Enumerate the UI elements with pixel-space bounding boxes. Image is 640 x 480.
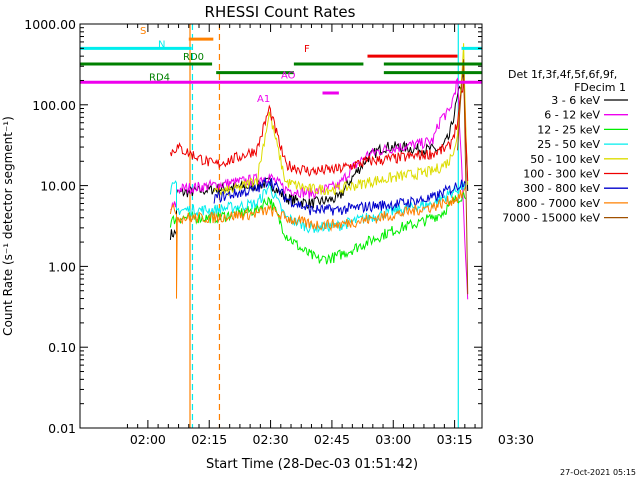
y-axis: 1000.00 100.00 10.00 1.00 0.10 0.01 [24,17,482,436]
legend-header-line: FDecim 1 [574,81,626,94]
x-axis: 02:00 02:15 02:30 02:45 03:00 03:15 03:30 [126,24,534,447]
y-tick-label: 0.10 [48,340,76,355]
series-line [213,43,469,197]
series-line [169,191,467,265]
y-axis-label: Count Rate (s⁻¹ detector segment⁻¹) [1,116,15,336]
x-tick-label: 03:15 [437,432,473,447]
flag-bar-label: A1 [257,94,270,105]
y-tick-label: 1000.00 [24,17,76,32]
x-tick-label: 03:00 [375,432,411,447]
series-line [169,78,469,182]
x-tick-label: 02:00 [130,432,166,447]
flag-bars: S N RD0 RD4 F AO A1 [80,26,482,105]
flag-bar-label: S [140,26,146,37]
legend-entry-label: 800 - 7000 keV [516,197,600,210]
legend: Det 1f,3f,4f,5f,6f,9f,FDecim 13 - 6 keV 6… [502,68,628,225]
x-tick-label: 03:30 [498,432,534,447]
x-tick-label: 02:45 [314,432,350,447]
x-axis-label: Start Time (28-Dec-03 01:51:42) [206,457,418,472]
flag-bar-label: AO [281,70,296,81]
flag-bar-label: RD4 [149,73,170,84]
y-tick-label: 100.00 [32,98,76,113]
y-tick-label: 10.00 [40,179,76,194]
footer-timestamp: 27-Oct-2021 05:15 [560,468,636,477]
legend-entry-label: 12 - 25 keV [537,123,600,136]
chart-title: RHESSI Count Rates [205,3,356,21]
legend-entry-label: 50 - 100 keV [530,153,600,166]
series-line [170,77,469,300]
flag-bar-label: N [158,39,165,50]
x-tick-label: 02:15 [191,432,227,447]
series-line [169,186,467,299]
legend-entry-label: 100 - 300 keV [523,168,600,181]
legend-entry-label: 300 - 800 keV [523,182,600,195]
legend-header-line: Det 1f,3f,4f,5f,6f,9f, [508,68,617,81]
flag-bar-label: F [304,44,310,55]
legend-entry-label: 6 - 12 keV [544,109,600,122]
flag-bar-label: RD0 [183,52,204,63]
legend-entry-label: 25 - 50 keV [537,138,600,151]
series-line [213,176,467,216]
y-tick-label: 0.01 [48,421,76,436]
series-lines [169,43,469,300]
x-tick-label: 02:30 [253,432,289,447]
y-tick-label: 1.00 [48,259,76,274]
legend-entry-label: 7000 - 15000 keV [502,212,600,225]
legend-entry-label: 3 - 6 keV [551,94,600,107]
